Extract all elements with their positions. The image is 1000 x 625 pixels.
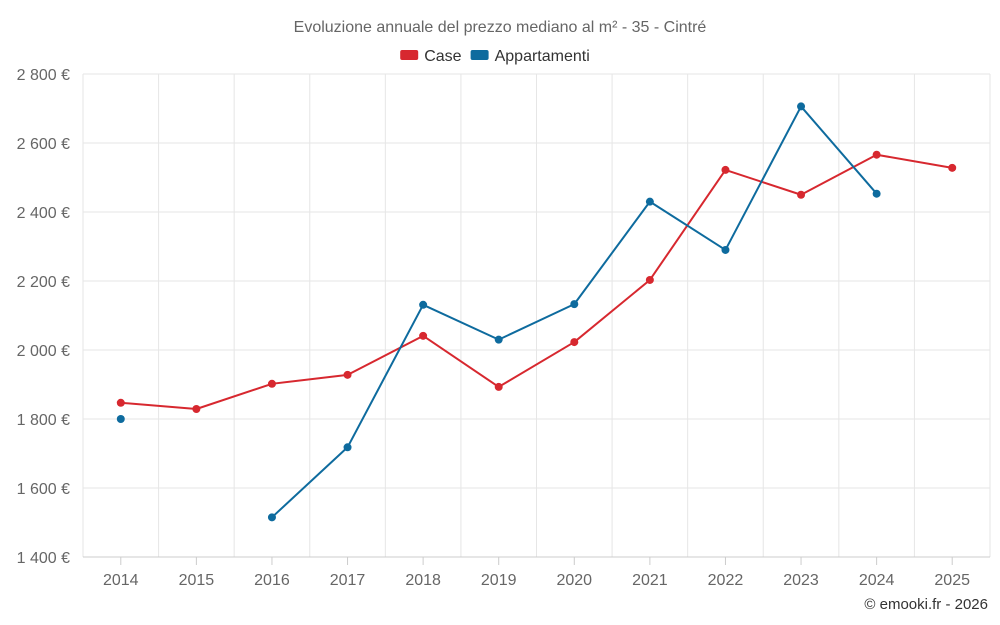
- grid: [82, 73, 991, 557]
- y-tick-label: 2 200 €: [17, 274, 70, 291]
- series-case: [116, 150, 957, 413]
- legend-label: Case: [424, 48, 461, 65]
- data-point[interactable]: [494, 382, 503, 391]
- data-point[interactable]: [721, 245, 730, 254]
- data-point[interactable]: [116, 415, 125, 423]
- x-tick-label: 2021: [632, 572, 668, 589]
- x-tick-label: 2016: [254, 572, 290, 589]
- series-line: [120, 153, 953, 410]
- credit-text: © emooki.fr - 2026: [864, 596, 988, 613]
- y-tick-label: 2 400 €: [17, 205, 70, 222]
- y-tick-label: 1 800 €: [17, 412, 70, 429]
- data-point[interactable]: [948, 163, 957, 172]
- data-point[interactable]: [872, 189, 881, 198]
- x-tick-label: 2018: [405, 572, 441, 589]
- y-tick-label: 2 000 €: [17, 343, 70, 360]
- y-axis: 1 400 € 1 600 € 1 800 € 2 000 € 2 200 € 2 400…: [17, 67, 70, 567]
- series-line: [271, 105, 878, 519]
- data-point[interactable]: [267, 513, 276, 522]
- x-tick-label: 2025: [934, 572, 970, 589]
- data-point[interactable]: [797, 190, 806, 199]
- data-point[interactable]: [343, 443, 352, 452]
- y-tick-label: 2 800 €: [17, 67, 70, 84]
- y-tick-label: 2 600 €: [17, 136, 70, 153]
- legend: Case Appartamenti: [400, 48, 590, 65]
- x-tick-label: 2019: [481, 572, 517, 589]
- data-point[interactable]: [419, 300, 428, 309]
- legend-label: Appartamenti: [495, 48, 590, 65]
- chart-title: Evoluzione annuale del prezzo mediano al…: [294, 19, 707, 36]
- x-tick-label: 2020: [556, 572, 592, 589]
- data-point[interactable]: [872, 150, 881, 159]
- data-point[interactable]: [645, 197, 654, 206]
- series-appartamenti: [116, 102, 881, 522]
- data-point[interactable]: [267, 379, 276, 388]
- x-tick-label: 2022: [708, 572, 744, 589]
- data-point[interactable]: [419, 331, 428, 340]
- data-point[interactable]: [343, 370, 352, 379]
- series-group: [116, 102, 957, 522]
- data-point[interactable]: [116, 398, 125, 407]
- legend-item-appartamenti[interactable]: Appartamenti: [470, 48, 590, 65]
- data-point[interactable]: [192, 404, 201, 413]
- data-point[interactable]: [721, 165, 730, 174]
- data-point[interactable]: [645, 275, 654, 284]
- data-point[interactable]: [570, 338, 579, 347]
- legend-item-case[interactable]: Case: [400, 48, 462, 65]
- data-point[interactable]: [570, 300, 579, 309]
- x-tick-label: 2023: [783, 572, 819, 589]
- legend-swatch: [470, 50, 489, 60]
- y-tick-label: 1 400 €: [17, 550, 70, 567]
- x-tick-label: 2014: [103, 572, 139, 589]
- x-tick-label: 2017: [330, 572, 366, 589]
- data-point[interactable]: [797, 102, 806, 111]
- x-tick-label: 2024: [859, 572, 895, 589]
- legend-swatch: [400, 50, 419, 60]
- y-tick-label: 1 600 €: [17, 481, 70, 498]
- data-point[interactable]: [494, 335, 503, 344]
- x-tick-label: 2015: [179, 572, 215, 589]
- x-axis: 2014 2015 2016 2017 2018 2019 2020 2021 2022 2023…: [83, 556, 990, 589]
